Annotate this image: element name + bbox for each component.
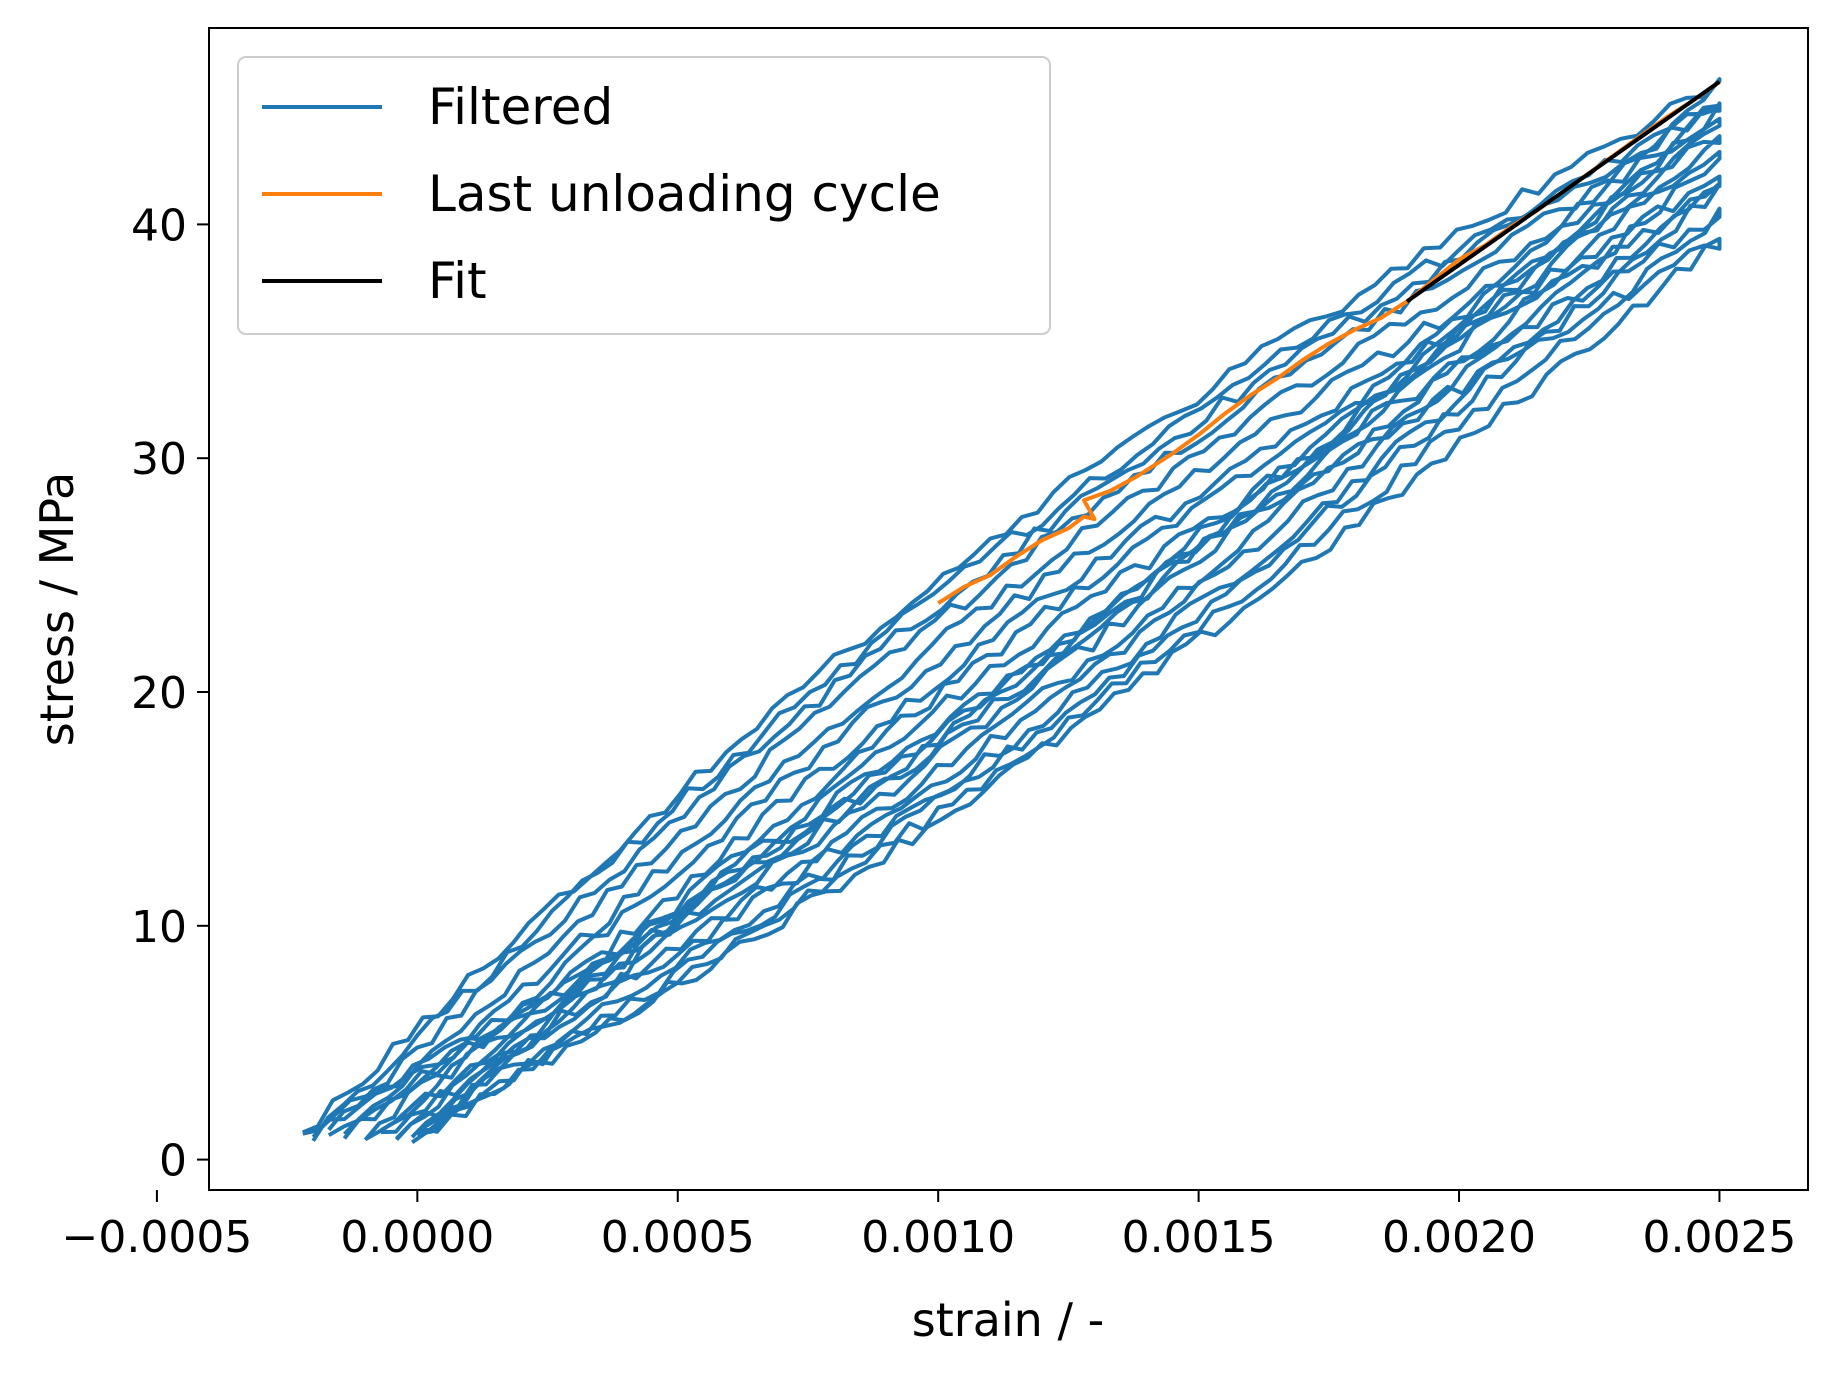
series-layer: [302, 77, 1722, 1145]
x-tick-label: 0.0005: [601, 1212, 755, 1263]
series-filtered-cycle-3: [327, 101, 1722, 1137]
legend-label-fit: Fit: [428, 252, 487, 310]
legend-label-last-unloading: Last unloading cycle: [428, 165, 941, 223]
x-tick-label: 0.0015: [1122, 1212, 1276, 1263]
y-tick-label: 20: [131, 668, 187, 719]
series-filtered-cycle-10: [421, 236, 1722, 1134]
y-tick-label: 30: [131, 434, 187, 485]
y-tick-label: 10: [131, 902, 187, 953]
series-fit-line: [1405, 80, 1721, 304]
series-filtered-cycle-6: [379, 149, 1722, 1135]
legend-label-filtered: Filtered: [428, 78, 613, 136]
legend-box: [237, 56, 1051, 335]
x-tick-label: 0.0025: [1642, 1212, 1796, 1263]
series-filtered-cycle-9: [416, 206, 1722, 1137]
x-tick-label: −0.0005: [62, 1212, 253, 1263]
series-filtered-cycle-8: [410, 182, 1722, 1145]
x-axis: −0.0005 0.0000 0.0005 0.0010 0.0015 0.0020 0.0…: [62, 1190, 1796, 1263]
y-axis-label: stress / MPa: [30, 472, 84, 746]
x-tick-label: 0.0020: [1382, 1212, 1536, 1263]
x-axis-label: strain / -: [912, 1293, 1104, 1347]
series-filtered-cycle-7: [395, 174, 1722, 1141]
y-axis: 0 10 20 30 40: [131, 200, 209, 1187]
series-filtered-cycle-5: [363, 134, 1722, 1142]
plot-frame: [208, 27, 1809, 1191]
x-tick-label: 0.0010: [861, 1212, 1015, 1263]
legend: Filtered Last unloading cycle Fit: [237, 56, 1051, 335]
y-tick-label: 0: [159, 1136, 187, 1187]
y-tick-label: 40: [131, 200, 187, 251]
x-tick-label: 0.0000: [340, 1212, 494, 1263]
series-filtered-cycle-4: [342, 116, 1722, 1140]
